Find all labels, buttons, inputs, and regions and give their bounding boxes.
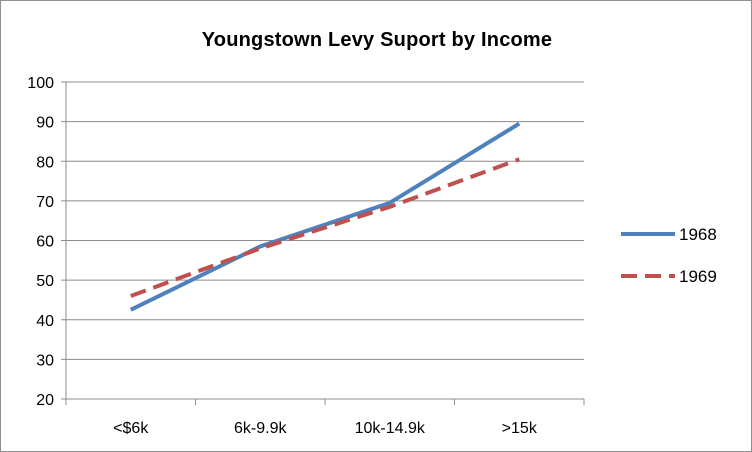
x-tick-label: 10k-14.9k — [355, 420, 426, 437]
legend-label-1969: 1969 — [679, 267, 717, 286]
y-tick-label: 60 — [36, 234, 54, 251]
x-tick-label: <$6k — [113, 420, 149, 437]
y-tick-label: 40 — [36, 313, 54, 330]
chart-title: Youngstown Levy Suport by Income — [201, 29, 553, 51]
series-line-1968 — [129, 121, 521, 312]
y-tick-label: 70 — [36, 194, 54, 211]
y-tick-label: 90 — [36, 115, 54, 132]
x-tick-label: >15k — [502, 420, 538, 437]
legend-label-1968: 1968 — [679, 225, 717, 244]
y-tick-label: 50 — [36, 273, 54, 290]
y-tick-label: 20 — [36, 392, 54, 409]
y-tick-label: 30 — [36, 352, 54, 369]
y-tick-label: 80 — [36, 154, 54, 171]
x-tick-label: 6k-9.9k — [234, 420, 287, 437]
series-line-1969 — [130, 157, 520, 298]
y-tick-label: 100 — [27, 75, 54, 92]
